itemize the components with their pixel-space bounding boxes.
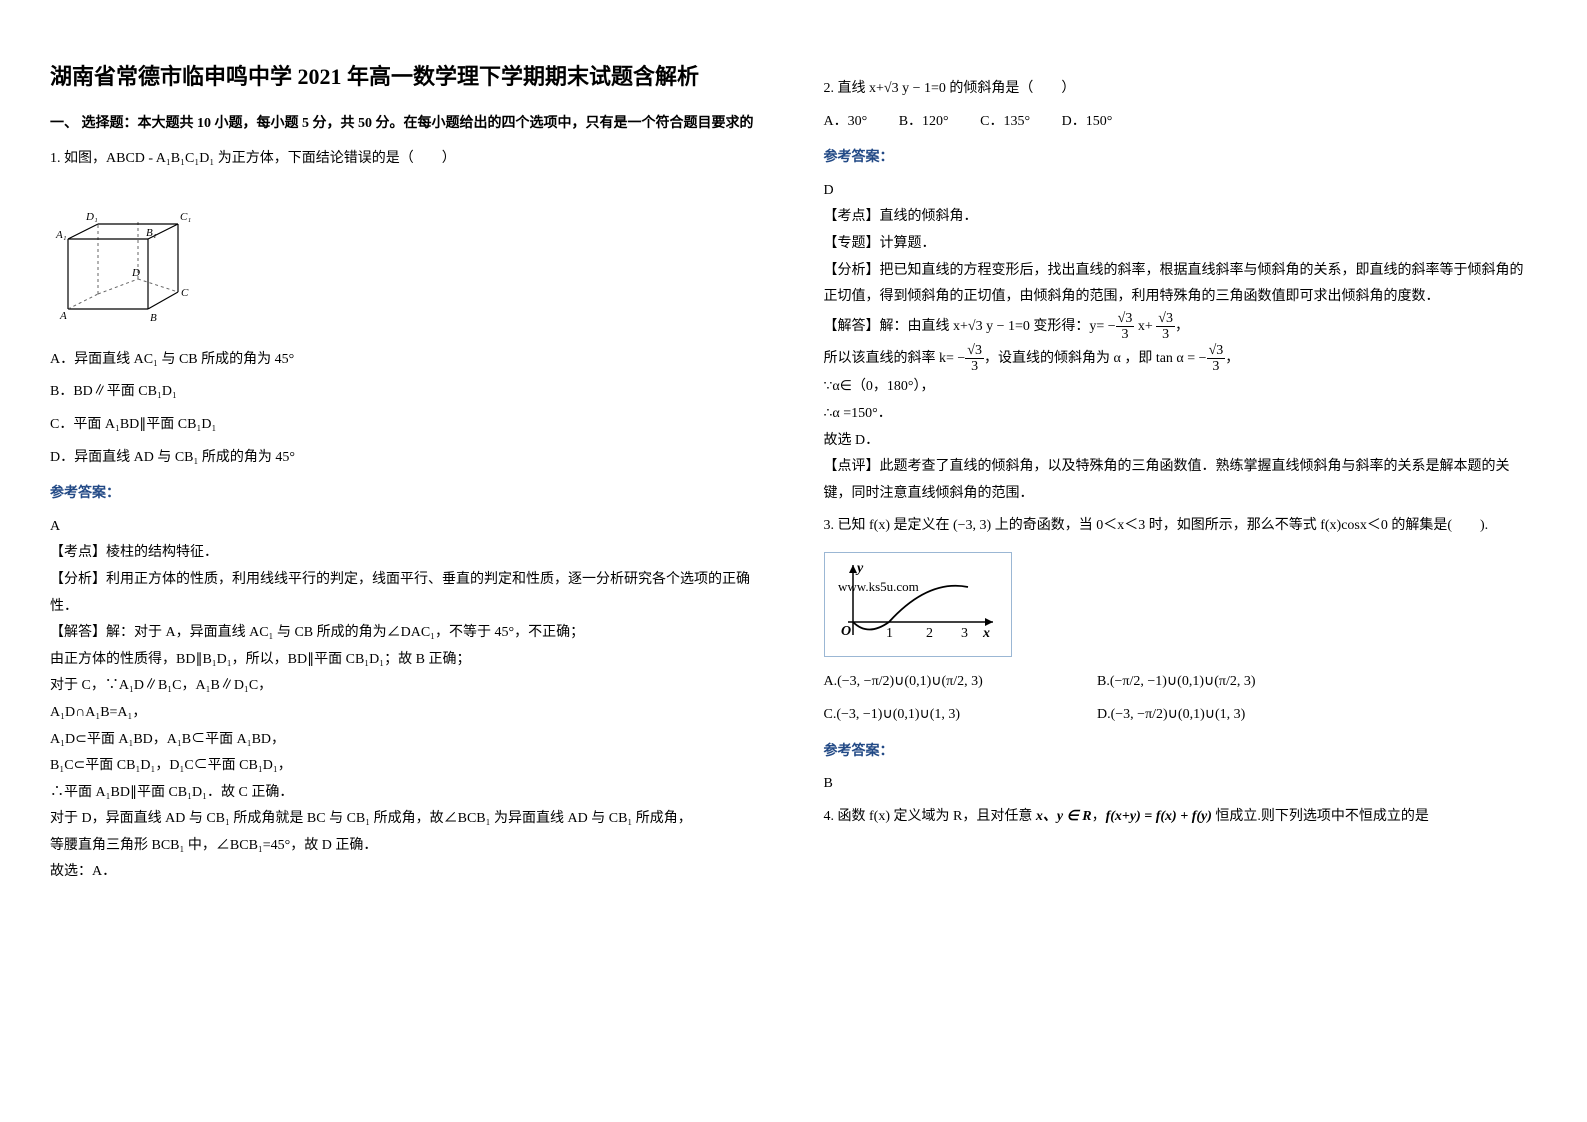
svg-text:D: D: [131, 267, 140, 279]
section-heading: 一、 选择题：本大题共 10 小题，每小题 5 分，共 50 分。在每小题给出的…: [50, 111, 754, 138]
q1-fenxi-label: 【分析】: [50, 572, 106, 587]
q3-answers-heading: 参考答案：: [824, 739, 1538, 766]
q3-answer: B: [824, 771, 1538, 798]
q2-options: A．30° B．120° C．135° D．150°: [824, 109, 1538, 136]
q3-line-graph: www.ks5u.com y O x 1 2 3: [833, 557, 1003, 642]
q2-answer: D: [824, 178, 1538, 205]
q1-fenxi: 【分析】利用正方体的性质，利用线线平行的判定，线面平行、垂直的判定和性质，逐一分…: [50, 567, 754, 620]
q3-options-row2: C.(−3, −1)∪(0,1)∪(1, 3) D.(−3, −π/2)∪(0,…: [824, 702, 1538, 729]
cube-diagram: A B C D A₁ B₁ C₁ D₁: [50, 184, 200, 324]
q4-stem: 4. 函数 f(x) 定义域为 R，且对任意 x、y ∈ R，f(x+y) = …: [824, 804, 1538, 831]
svg-text:2: 2: [926, 626, 933, 641]
svg-text:C: C: [181, 287, 189, 299]
q2-stem: 2. 直线 x+√3 y − 1=0 的倾斜角是（ ）: [824, 76, 1538, 103]
q1-kaodian-label: 【考点】: [50, 545, 106, 560]
q2-fenxi: 【分析】把已知直线的方程变形后，找出直线的斜率，根据直线斜率与倾斜角的关系，即直…: [824, 258, 1538, 311]
q3-options-row1: A.(−3, −π/2)∪(0,1)∪(π/2, 3) B.(−π/2, −1)…: [824, 669, 1538, 696]
q1-jieda-2: 对于 C，∵A₁D∥B₁C，A₁B∥D₁C，: [50, 673, 754, 700]
svg-text:A: A: [59, 310, 67, 322]
q1-stem: 1. 如图，ABCD - A₁B₁C₁D₁ 为正方体，下面结论错误的是（ ）: [50, 146, 754, 173]
q1-jieda-label: 【解答】: [50, 625, 106, 640]
svg-text:3: 3: [961, 626, 968, 641]
svg-text:1: 1: [886, 626, 893, 641]
q1-jieda-4: A₁D⊂平面 A₁BD，A₁B⊂平面 A₁BD，: [50, 727, 754, 754]
svg-text:A₁: A₁: [55, 229, 67, 241]
q1-jieda-0: 【解答】解：对于 A，异面直线 AC₁ 与 CB 所成的角为∠DAC₁，不等于 …: [50, 620, 754, 647]
q1-jieda-9: 故选：A．: [50, 859, 754, 886]
q2-kaodian: 【考点】直线的倾斜角．: [824, 204, 1538, 231]
q1-jieda-5: B₁C⊂平面 CB₁D₁，D₁C⊂平面 CB₁D₁，: [50, 753, 754, 780]
q1-jieda-3: A₁D∩A₁B=A₁，: [50, 700, 754, 727]
q2-zhuanti: 【专题】计算题．: [824, 231, 1538, 258]
q2-jieda-line4: ∴α =150°．: [824, 401, 1538, 428]
q2-option-b: B．120°: [899, 109, 949, 136]
q3-option-a: A.(−3, −π/2)∪(0,1)∪(π/2, 3): [824, 669, 1094, 696]
svg-text:y: y: [855, 561, 864, 576]
page-title: 湖南省常德市临申鸣中学 2021 年高一数学理下学期期末试题含解析: [50, 60, 754, 93]
q3-figure-frame: www.ks5u.com y O x 1 2 3: [824, 552, 1012, 658]
q2-jieda-line3: ∵α∈（0，180°），: [824, 374, 1538, 401]
q1-option-d: D．异面直线 AD 与 CB₁ 所成的角为 45°: [50, 445, 754, 472]
q2-jieda-line1: 【解答】解：由直线 x+√3 y − 1=0 变形得：y= −√33 x+ √3…: [824, 311, 1538, 343]
q1-kaodian: 【考点】棱柱的结构特征．: [50, 540, 754, 567]
q2-option-c: C．135°: [980, 109, 1030, 136]
q1-jieda-7: 对于 D，异面直线 AD 与 CB₁ 所成角就是 BC 与 CB₁ 所成角，故∠…: [50, 806, 754, 833]
q2-answers-heading: 参考答案：: [824, 145, 1538, 172]
q2-jieda-line2: 所以该直线的斜率 k= −√33，设直线的倾斜角为 α ，即 tan α = −…: [824, 343, 1538, 375]
q2-option-a: A．30°: [824, 109, 868, 136]
q1-option-b: B．BD∥平面 CB₁D₁: [50, 379, 754, 406]
q2-jieda-line5: 故选 D．: [824, 428, 1538, 455]
q2-option-d: D．150°: [1062, 109, 1113, 136]
q1-answers-heading: 参考答案：: [50, 481, 754, 508]
q2-dianping: 【点评】此题考查了直线的倾斜角，以及特殊角的三角函数值．熟练掌握直线倾斜角与斜率…: [824, 454, 1538, 507]
svg-text:O: O: [841, 624, 851, 639]
q1-option-c: C．平面 A₁BD∥平面 CB₁D₁: [50, 412, 754, 439]
watermark-text: www.ks5u.com: [838, 579, 919, 594]
svg-text:x: x: [982, 626, 990, 641]
svg-text:B: B: [150, 312, 157, 324]
q3-stem: 3. 已知 f(x) 是定义在 (−3, 3) 上的奇函数，当 0＜x＜3 时，…: [824, 513, 1538, 540]
q3-option-c: C.(−3, −1)∪(0,1)∪(1, 3): [824, 702, 1094, 729]
q3-option-d: D.(−3, −π/2)∪(0,1)∪(1, 3): [1097, 702, 1367, 729]
q1-jieda-6: ∴平面 A₁BD∥平面 CB₁D₁．故 C 正确．: [50, 780, 754, 807]
svg-text:D₁: D₁: [85, 211, 98, 223]
svg-text:B₁: B₁: [146, 227, 157, 239]
q1-answer: A: [50, 514, 754, 541]
q1-option-a: A．异面直线 AC₁ 与 CB 所成的角为 45°: [50, 347, 754, 374]
q1-jieda-8: 等腰直角三角形 BCB₁ 中，∠BCB₁=45°，故 D 正确．: [50, 833, 754, 860]
svg-text:C₁: C₁: [180, 211, 191, 223]
q1-jieda-1: 由正方体的性质得，BD∥B₁D₁，所以，BD∥平面 CB₁D₁；故 B 正确；: [50, 647, 754, 674]
q3-option-b: B.(−π/2, −1)∪(0,1)∪(π/2, 3): [1097, 669, 1367, 696]
